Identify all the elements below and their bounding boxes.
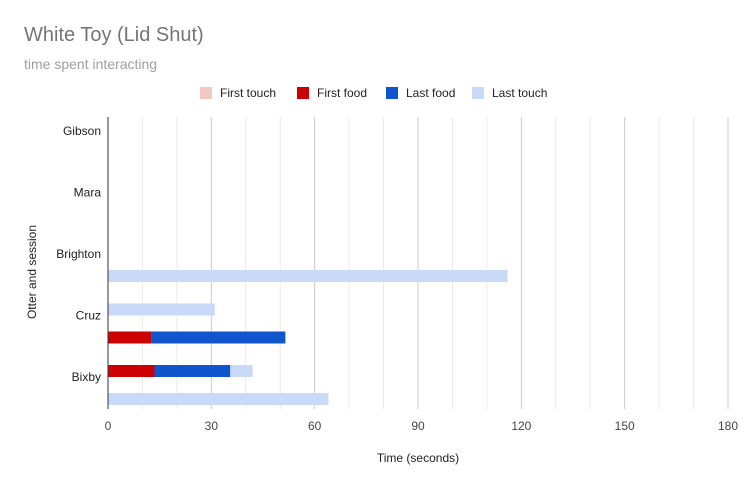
chart-subtitle: time spent interacting	[24, 56, 158, 72]
chart-title: White Toy (Lid Shut)	[24, 24, 204, 46]
legend-swatch-first-food	[297, 87, 309, 99]
bar-segment	[108, 270, 508, 282]
x-tick-label: 150	[615, 419, 635, 433]
legend-label-last-touch: Last touch	[492, 86, 548, 100]
legend-item-last-food: Last food	[386, 86, 455, 100]
legend: First touch First food Last food Last to…	[0, 86, 752, 106]
y-category-label: Gibson	[63, 124, 101, 138]
bar-segment	[108, 365, 155, 377]
y-category-label: Bixby	[72, 370, 101, 384]
y-category-label: Mara	[74, 186, 102, 200]
x-tick-label: 30	[205, 419, 219, 433]
x-tick-label: 90	[411, 419, 425, 433]
y-category-label: Brighton	[56, 247, 101, 261]
bar-segment	[108, 331, 152, 344]
bar-segment	[230, 365, 253, 377]
legend-swatch-last-food	[386, 87, 398, 99]
bar-segment	[151, 331, 286, 344]
legend-label-first-food: First food	[317, 86, 368, 100]
legend-label-first-touch: First touch	[220, 86, 277, 100]
bar-segment	[154, 365, 231, 377]
x-tick-label: 0	[105, 419, 112, 433]
legend-item-last-touch: Last touch	[472, 86, 547, 100]
legend-swatch-first-touch	[200, 87, 212, 99]
bar-segment	[108, 393, 329, 405]
x-tick-label: 60	[308, 419, 322, 433]
y-category-label: Cruz	[76, 309, 101, 323]
legend-swatch-last-touch	[472, 87, 484, 99]
legend-item-first-touch: First touch	[200, 86, 276, 100]
x-tick-label: 180	[718, 419, 738, 433]
x-axis-label: Time (seconds)	[376, 451, 460, 465]
y-axis-label: Otter and session	[25, 224, 39, 320]
x-tick-label: 120	[511, 419, 531, 433]
legend-label-last-food: Last food	[406, 86, 456, 100]
bar-segment	[108, 303, 215, 316]
legend-item-first-food: First food	[297, 86, 367, 100]
